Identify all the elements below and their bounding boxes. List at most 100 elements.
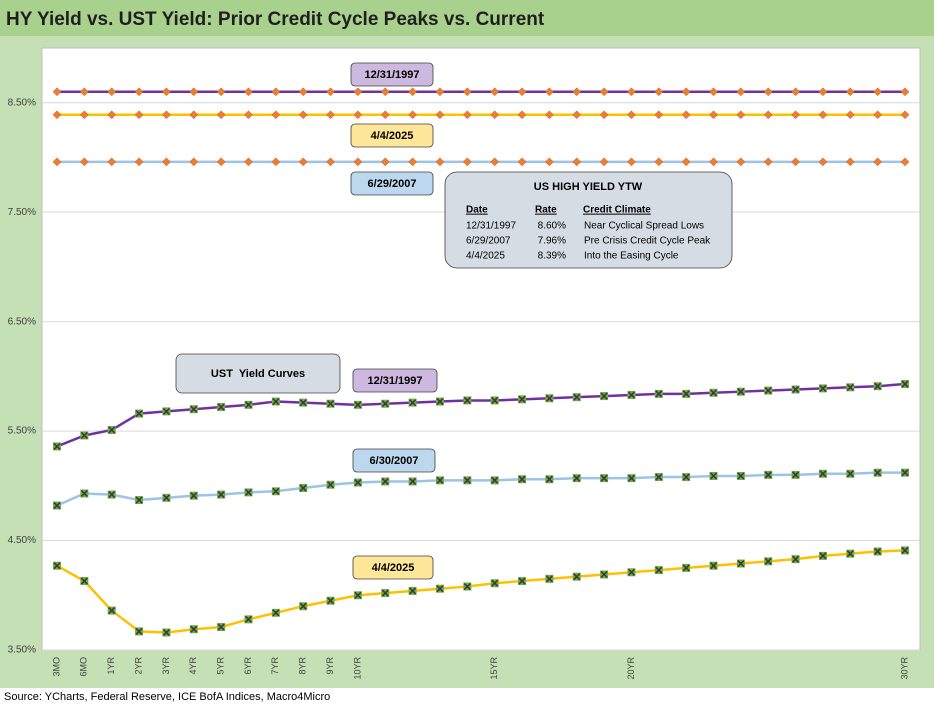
marker-cross <box>518 395 526 403</box>
data-point <box>736 471 745 480</box>
data-point <box>791 87 800 97</box>
data-point <box>681 87 691 97</box>
data-point <box>490 396 499 405</box>
data-point <box>463 476 472 485</box>
data-point <box>134 110 144 120</box>
marker-cross <box>463 396 471 405</box>
data-point <box>244 110 253 120</box>
data-point <box>572 572 581 581</box>
title-bar <box>0 0 934 36</box>
data-point <box>299 484 308 493</box>
marker-cross <box>463 582 471 591</box>
marker-cross <box>463 476 471 484</box>
data-point <box>408 110 417 120</box>
data-point <box>627 157 636 167</box>
data-point <box>900 87 910 97</box>
marker-cross <box>491 579 499 587</box>
annotation-box <box>175 353 341 394</box>
data-point <box>408 586 417 595</box>
marker-cross <box>709 472 718 480</box>
data-point <box>654 389 663 398</box>
table-cell: Pre Crisis Credit Cycle Peak <box>584 236 711 247</box>
data-point <box>408 157 417 167</box>
marker-cross <box>901 469 909 477</box>
data-point <box>53 561 61 570</box>
data-point <box>572 87 582 97</box>
data-point <box>381 477 390 486</box>
data-point <box>380 157 390 167</box>
marker-cross <box>627 568 636 576</box>
marker-cross <box>409 477 417 486</box>
data-point <box>900 157 910 167</box>
data-point <box>80 110 89 120</box>
data-point <box>517 110 527 120</box>
data-point <box>682 389 691 398</box>
data-point <box>435 476 444 485</box>
data-point <box>80 87 89 97</box>
marker-cross <box>874 382 882 390</box>
marker-cross <box>272 487 280 495</box>
marker-cross <box>299 399 307 407</box>
data-point <box>299 398 308 407</box>
marker-cross <box>436 397 444 406</box>
data-point <box>709 87 718 97</box>
marker-cross <box>354 478 362 487</box>
data-point <box>463 396 472 405</box>
marker-cross <box>244 615 253 623</box>
legend-label: 6/29/2007 <box>368 178 417 190</box>
data-point <box>572 474 581 483</box>
marker-cross <box>655 390 663 398</box>
data-point <box>134 87 144 97</box>
data-point <box>764 386 773 395</box>
data-point <box>326 480 335 489</box>
data-point <box>189 157 199 167</box>
x-tick-label: 10YR <box>352 657 362 680</box>
legend-box <box>352 368 438 393</box>
data-point <box>162 628 171 637</box>
data-point <box>326 157 335 167</box>
marker-cross <box>381 477 389 486</box>
marker-cross <box>436 476 444 484</box>
marker-cross <box>600 392 608 400</box>
marker-cross <box>819 384 827 392</box>
data-point <box>682 473 691 482</box>
data-point <box>627 390 636 399</box>
data-point <box>736 387 745 396</box>
marker-cross <box>354 591 362 599</box>
data-point <box>763 110 773 120</box>
data-point <box>134 157 144 167</box>
table-header: Date <box>466 205 488 216</box>
data-point <box>518 577 527 586</box>
x-tick-label: 9YR <box>325 657 335 675</box>
data-point <box>353 400 362 409</box>
data-point <box>599 157 609 167</box>
data-point <box>135 496 144 505</box>
data-point <box>545 475 554 484</box>
data-point <box>271 608 280 617</box>
data-point <box>873 110 882 120</box>
data-point <box>600 474 609 483</box>
marker-cross <box>381 400 389 408</box>
data-point <box>818 384 827 393</box>
data-point <box>572 393 581 402</box>
table-cell: 8.60% <box>538 221 566 232</box>
data-point <box>490 579 499 588</box>
data-point <box>709 471 718 480</box>
data-point <box>189 405 198 414</box>
data-point <box>271 87 281 97</box>
data-point <box>80 577 89 586</box>
marker-cross <box>764 387 772 395</box>
legend-label: 4/4/2025 <box>372 562 415 574</box>
y-tick-label: 6.50% <box>8 316 36 327</box>
data-point <box>736 87 746 97</box>
data-point <box>435 397 444 406</box>
data-point <box>901 546 909 555</box>
data-point <box>681 157 691 167</box>
data-point <box>572 110 582 120</box>
marker-cross <box>409 587 417 595</box>
data-point <box>52 110 62 120</box>
marker-cross <box>162 494 170 502</box>
series-line <box>56 549 906 634</box>
data-point <box>52 157 62 167</box>
data-point <box>627 474 636 483</box>
